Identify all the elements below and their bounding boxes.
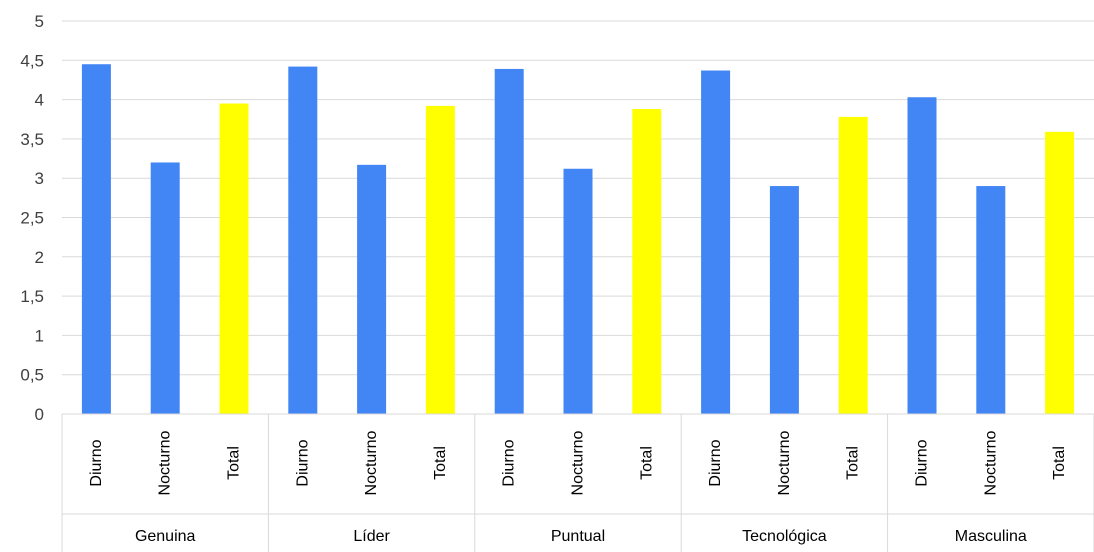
bar-nocturno <box>357 164 387 414</box>
x-sub-label: Diurno <box>88 439 105 486</box>
y-tick-label: 2 <box>35 248 44 267</box>
x-sub-label: Total <box>226 446 243 480</box>
bar-total <box>632 109 662 415</box>
y-tick-label: 3,5 <box>20 130 44 149</box>
y-tick-label: 0 <box>35 405 44 424</box>
x-group-label: Líder <box>353 528 390 545</box>
bar-diurno <box>701 70 731 414</box>
y-tick-label: 1,5 <box>20 287 44 306</box>
x-sub-label: Diurno <box>501 439 518 486</box>
bar-diurno <box>907 97 937 414</box>
x-sub-label: Diurno <box>294 439 311 486</box>
x-group-label: Masculina <box>955 528 1027 545</box>
bar-total <box>838 116 868 414</box>
bar-nocturno <box>976 186 1006 414</box>
y-tick-label: 0,5 <box>20 366 44 385</box>
bar-nocturno <box>769 186 799 414</box>
x-sub-label: Nocturno <box>982 430 999 495</box>
bar-total <box>219 103 249 414</box>
y-tick-label: 1 <box>35 326 44 345</box>
y-tick-label: 4 <box>35 91 44 110</box>
x-sub-label: Nocturno <box>776 430 793 495</box>
x-sub-label: Total <box>1051 446 1068 480</box>
bar-total <box>425 105 455 414</box>
x-sub-label: Diurno <box>914 439 931 486</box>
bar-nocturno <box>150 162 180 414</box>
x-sub-label: Total <box>432 446 449 480</box>
y-tick-label: 4,5 <box>20 51 44 70</box>
x-sub-label: Nocturno <box>157 430 174 495</box>
bar-diurno <box>81 64 111 414</box>
x-sub-label: Nocturno <box>363 430 380 495</box>
bar-diurno <box>494 68 524 415</box>
x-sub-label: Total <box>638 446 655 480</box>
bar-total <box>1045 131 1075 415</box>
x-sub-label: Total <box>845 446 862 480</box>
x-group-label: Puntual <box>551 528 605 545</box>
x-group-label: Genuina <box>135 528 196 545</box>
y-tick-label: 3 <box>35 169 44 188</box>
bar-nocturno <box>563 168 593 414</box>
x-sub-label: Nocturno <box>570 430 587 495</box>
bar-diurno <box>288 66 318 414</box>
y-tick-label: 2,5 <box>20 209 44 228</box>
x-group-label: Tecnológica <box>742 528 827 545</box>
x-sub-label: Diurno <box>707 439 724 486</box>
y-tick-label: 5 <box>35 12 44 31</box>
